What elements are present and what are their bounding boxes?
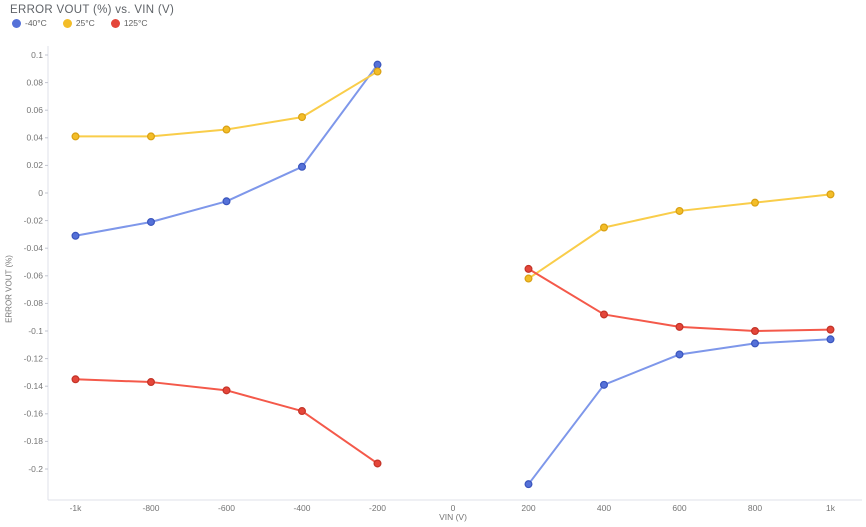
data-point-25°C[interactable] xyxy=(599,223,608,232)
y-tick-label: 0.04 xyxy=(26,133,43,143)
data-point--40°C[interactable] xyxy=(147,217,156,226)
x-axis-title: VIN (V) xyxy=(439,512,467,522)
y-tick-label: -0.08 xyxy=(24,298,44,308)
data-point-125°C[interactable] xyxy=(524,264,533,273)
y-tick-label: 0.06 xyxy=(26,105,43,115)
chart-title: ERROR VOUT (%) vs. VIN (V) xyxy=(10,4,175,16)
data-point--40°C[interactable] xyxy=(298,162,307,171)
x-tick-label: -400 xyxy=(293,503,310,513)
data-point-25°C[interactable] xyxy=(71,132,80,141)
y-tick-label: -0.1 xyxy=(28,326,43,336)
y-tick-label: 0 xyxy=(38,188,43,198)
data-point-25°C[interactable] xyxy=(524,274,533,283)
y-tick-label: -0.18 xyxy=(24,436,44,446)
y-tick-label: 0.08 xyxy=(26,77,43,87)
data-point-125°C[interactable] xyxy=(147,378,156,387)
x-tick-label: 0 xyxy=(451,503,456,513)
x-tick-label: -600 xyxy=(218,503,235,513)
series-line--40°C xyxy=(527,338,832,486)
legend-label: 25°C xyxy=(75,18,95,28)
legend-swatch-icon xyxy=(62,18,72,28)
data-point--40°C[interactable] xyxy=(826,335,835,344)
legend-swatch-icon xyxy=(110,18,120,28)
x-tick-label: 800 xyxy=(748,503,762,513)
data-point-125°C[interactable] xyxy=(373,459,382,468)
data-point--40°C[interactable] xyxy=(373,60,382,69)
legend-label: -40°C xyxy=(25,18,47,28)
legend-label: 125°C xyxy=(123,18,148,28)
data-point-25°C[interactable] xyxy=(675,206,684,215)
x-tick-label: 200 xyxy=(521,503,535,513)
y-tick-label: -0.06 xyxy=(24,271,44,281)
y-tick-label: -0.14 xyxy=(24,381,44,391)
y-tick-label: 0.1 xyxy=(31,50,43,60)
data-point-125°C[interactable] xyxy=(826,325,835,334)
data-point-25°C[interactable] xyxy=(222,125,231,134)
x-tick-label: -200 xyxy=(369,503,386,513)
data-point--40°C[interactable] xyxy=(71,231,80,240)
data-point-25°C[interactable] xyxy=(826,190,835,199)
legend-swatch-icon xyxy=(12,18,21,28)
y-tick-label: -0.02 xyxy=(24,215,44,225)
x-tick-label: 400 xyxy=(597,503,611,513)
data-point-125°C[interactable] xyxy=(599,310,608,319)
x-tick-label: 600 xyxy=(672,503,686,513)
series-line-125°C xyxy=(527,267,832,332)
data-point--40°C[interactable] xyxy=(750,339,759,348)
legend-item-25°C[interactable]: 25°C xyxy=(62,18,95,28)
data-point-25°C[interactable] xyxy=(750,198,759,207)
data-point--40°C[interactable] xyxy=(599,380,608,389)
data-point--40°C[interactable] xyxy=(524,480,533,489)
y-tick-label: -0.04 xyxy=(24,243,44,253)
data-point-125°C[interactable] xyxy=(71,375,80,384)
x-tick-label: -1k xyxy=(70,503,83,513)
data-point-125°C[interactable] xyxy=(675,322,684,331)
data-point--40°C[interactable] xyxy=(675,350,684,359)
y-tick-label: -0.16 xyxy=(24,409,44,419)
legend: -40°C 25°C 125°C xyxy=(12,18,148,28)
x-tick-label: -800 xyxy=(142,503,159,513)
legend-item-125°C[interactable]: 125°C xyxy=(110,18,148,28)
legend-item--40°C[interactable]: -40°C xyxy=(12,18,47,28)
y-tick-label: -0.2 xyxy=(28,464,43,474)
data-point-25°C[interactable] xyxy=(373,67,382,76)
y-tick-label: 0.02 xyxy=(26,160,43,170)
data-point--40°C[interactable] xyxy=(222,197,231,206)
x-tick-label: 1k xyxy=(826,503,836,513)
data-point-125°C[interactable] xyxy=(750,327,759,336)
data-point-125°C[interactable] xyxy=(298,407,307,416)
y-tick-label: -0.12 xyxy=(24,353,44,363)
data-point-25°C[interactable] xyxy=(147,132,156,141)
data-point-25°C[interactable] xyxy=(298,113,307,122)
series-line--40°C xyxy=(74,63,379,237)
data-point-125°C[interactable] xyxy=(222,386,231,395)
